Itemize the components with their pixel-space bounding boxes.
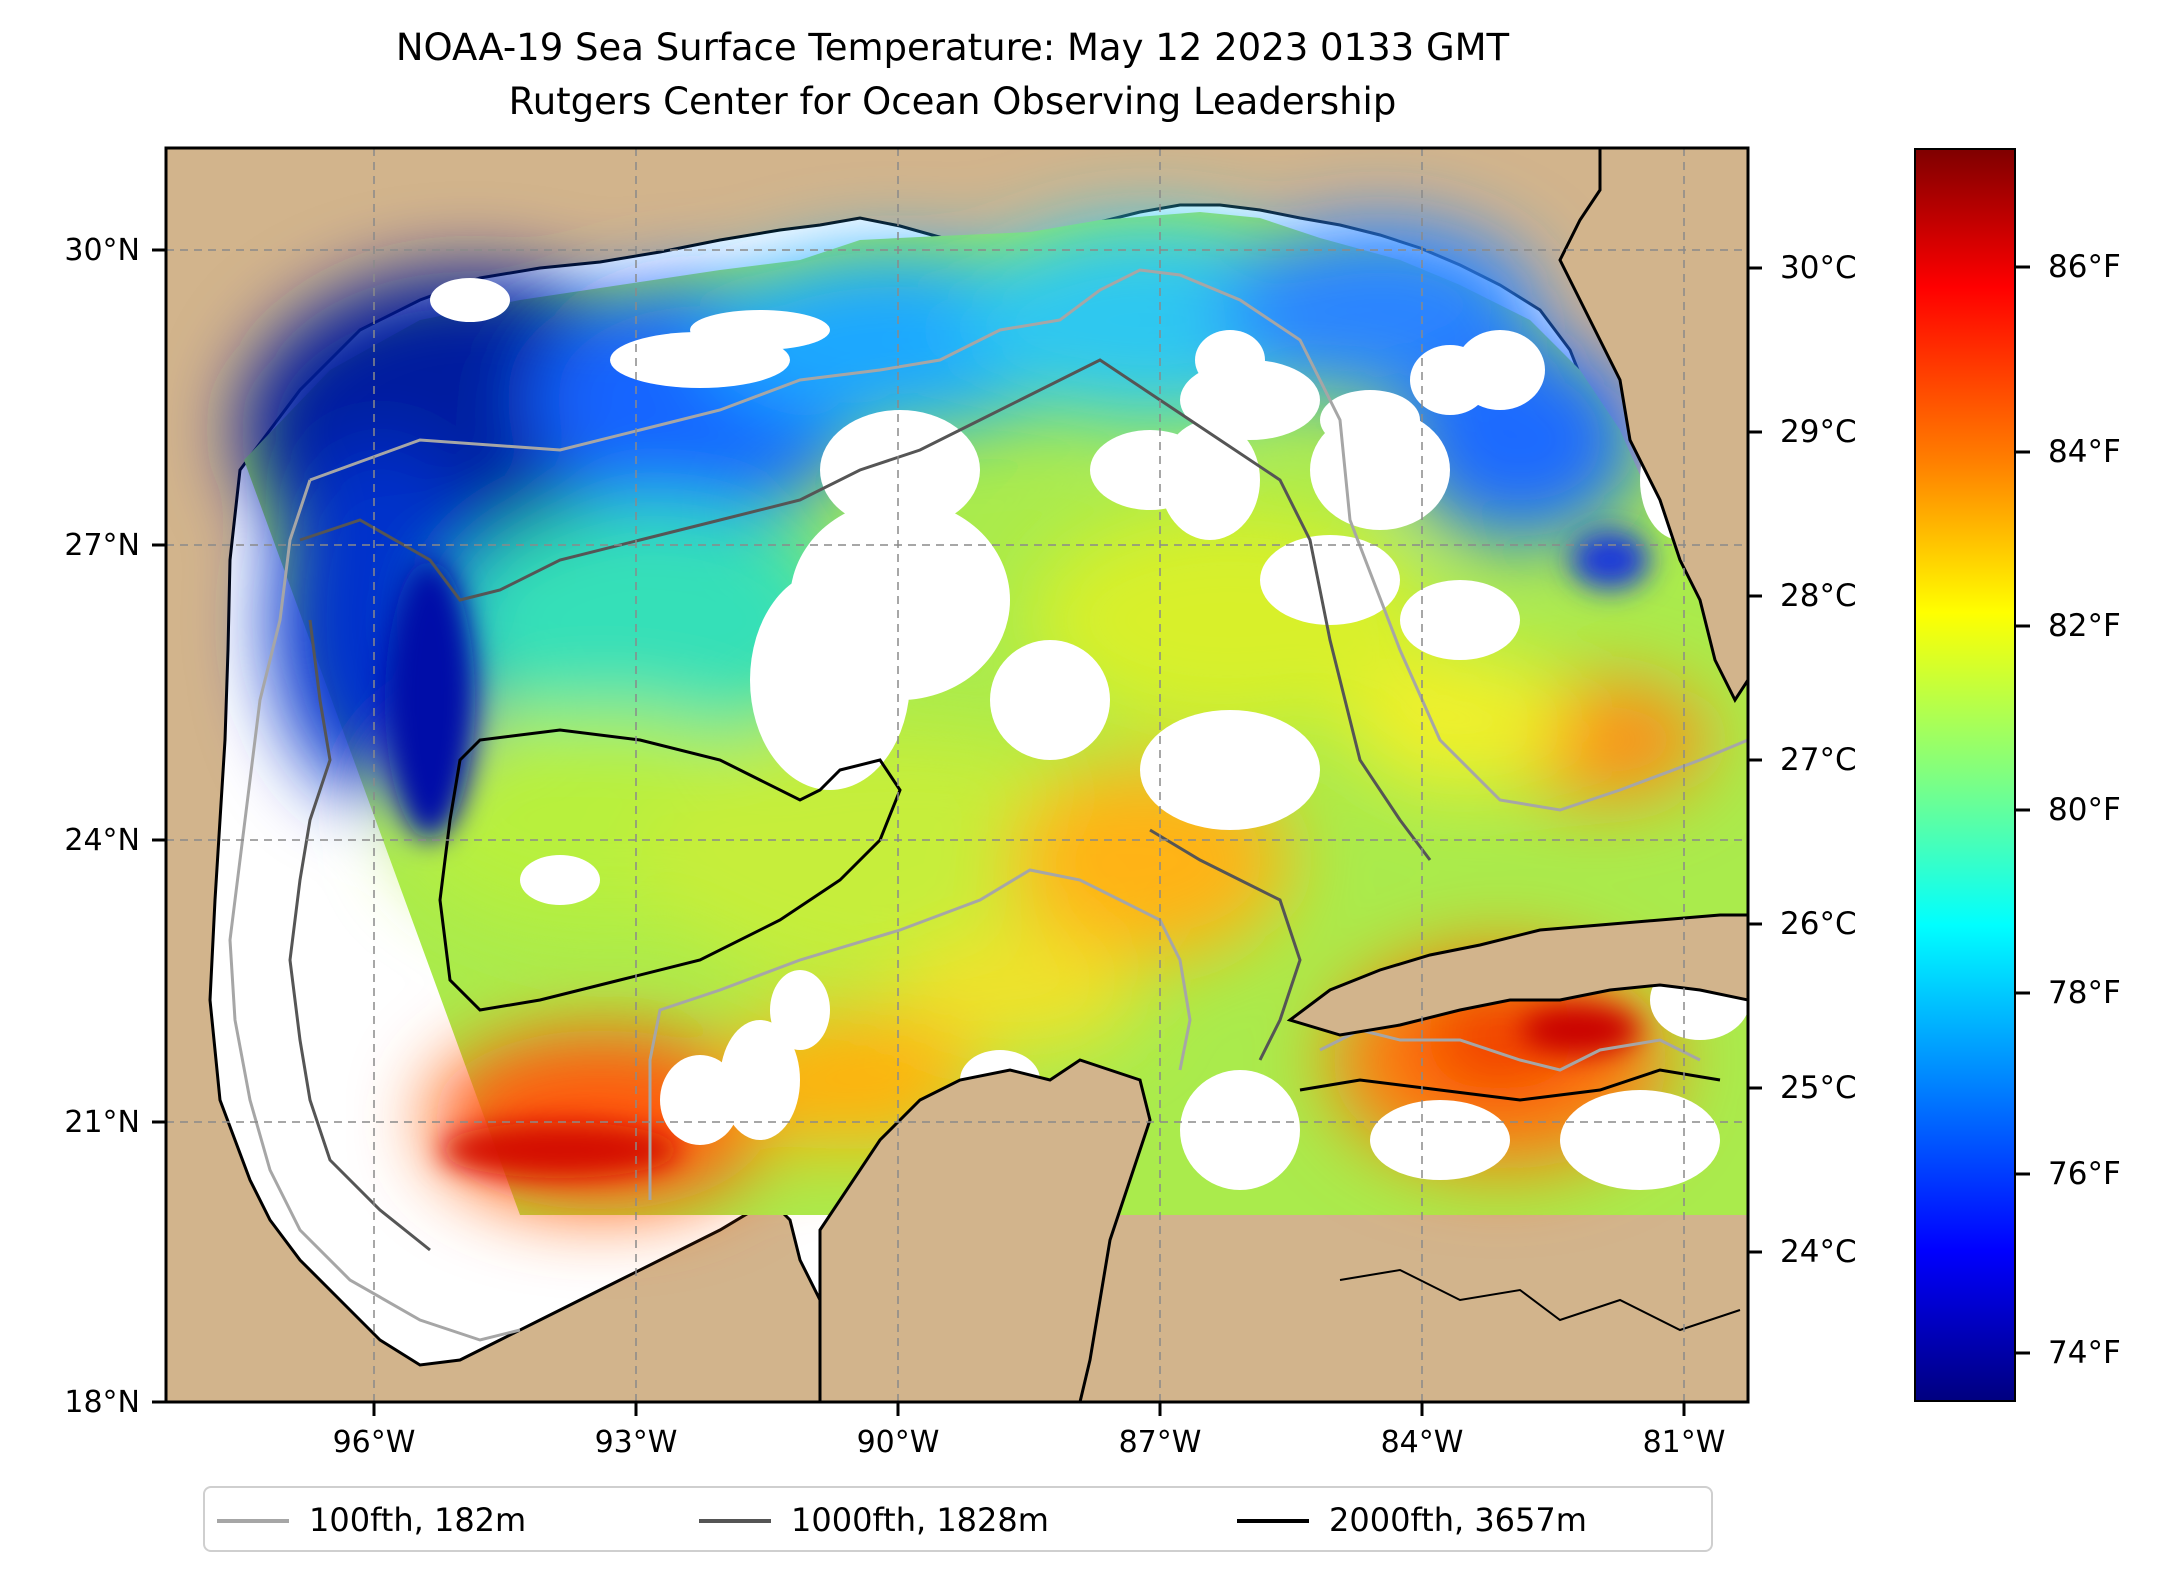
temperature-colorbar bbox=[1914, 148, 2016, 1402]
fahrenheit-label-78: 78°F bbox=[2048, 975, 2121, 1011]
lat-label-21n: 21°N bbox=[64, 1105, 140, 1140]
lat-label-30n: 30°N bbox=[64, 233, 140, 268]
legend-label-2000fth: 2000fth, 3657m bbox=[1329, 1501, 1587, 1539]
legend-swatch-2000fth bbox=[1237, 1519, 1309, 1523]
celsius-label-30: 30°C bbox=[1780, 250, 1857, 286]
yucatan-land bbox=[818, 1058, 1152, 1402]
celsius-label-27: 27°C bbox=[1780, 742, 1857, 778]
celsius-label-28: 28°C bbox=[1780, 578, 1857, 614]
fahrenheit-label-80: 80°F bbox=[2048, 792, 2121, 828]
lon-label-84w: 84°W bbox=[1380, 1425, 1464, 1460]
legend-swatch-1000fth bbox=[699, 1519, 771, 1523]
depth-contours bbox=[228, 268, 1748, 1342]
map-title: NOAA-19 Sea Surface Temperature: May 12 … bbox=[395, 26, 1510, 69]
florida-land bbox=[1558, 148, 1748, 704]
fahrenheit-label-86: 86°F bbox=[2048, 249, 2121, 285]
legend-swatch-100fth bbox=[217, 1519, 289, 1523]
lon-label-87w: 87°W bbox=[1118, 1425, 1202, 1460]
fahrenheit-label-76: 76°F bbox=[2048, 1156, 2121, 1192]
fahrenheit-label-82: 82°F bbox=[2048, 608, 2121, 644]
map-subtitle: Rutgers Center for Ocean Observing Leade… bbox=[508, 80, 1397, 123]
gridlines bbox=[166, 148, 1748, 1402]
cloud-mask bbox=[430, 278, 1748, 1190]
legend-label-100fth: 100fth, 182m bbox=[309, 1501, 527, 1539]
lon-label-96w: 96°W bbox=[332, 1425, 416, 1460]
cuba-land bbox=[1286, 913, 1748, 1037]
axis-ticks bbox=[152, 248, 1762, 1416]
celsius-label-24: 24°C bbox=[1780, 1234, 1857, 1270]
contour-legend: 100fth, 182m 1000fth, 1828m 2000fth, 365… bbox=[203, 1486, 1713, 1552]
fahrenheit-label-74: 74°F bbox=[2048, 1335, 2121, 1371]
map-frame bbox=[164, 146, 1750, 1404]
celsius-label-25: 25°C bbox=[1780, 1070, 1857, 1106]
celsius-label-26: 26°C bbox=[1780, 906, 1857, 942]
lat-label-24n: 24°N bbox=[64, 823, 140, 858]
lon-label-90w: 90°W bbox=[856, 1425, 940, 1460]
lat-label-27n: 27°N bbox=[64, 528, 140, 563]
fahrenheit-label-84: 84°F bbox=[2048, 434, 2121, 470]
lon-label-93w: 93°W bbox=[594, 1425, 678, 1460]
lat-label-18n: 18°N bbox=[64, 1385, 140, 1420]
legend-label-1000fth: 1000fth, 1828m bbox=[791, 1501, 1049, 1539]
celsius-label-29: 29°C bbox=[1780, 414, 1857, 450]
lon-label-81w: 81°W bbox=[1642, 1425, 1726, 1460]
